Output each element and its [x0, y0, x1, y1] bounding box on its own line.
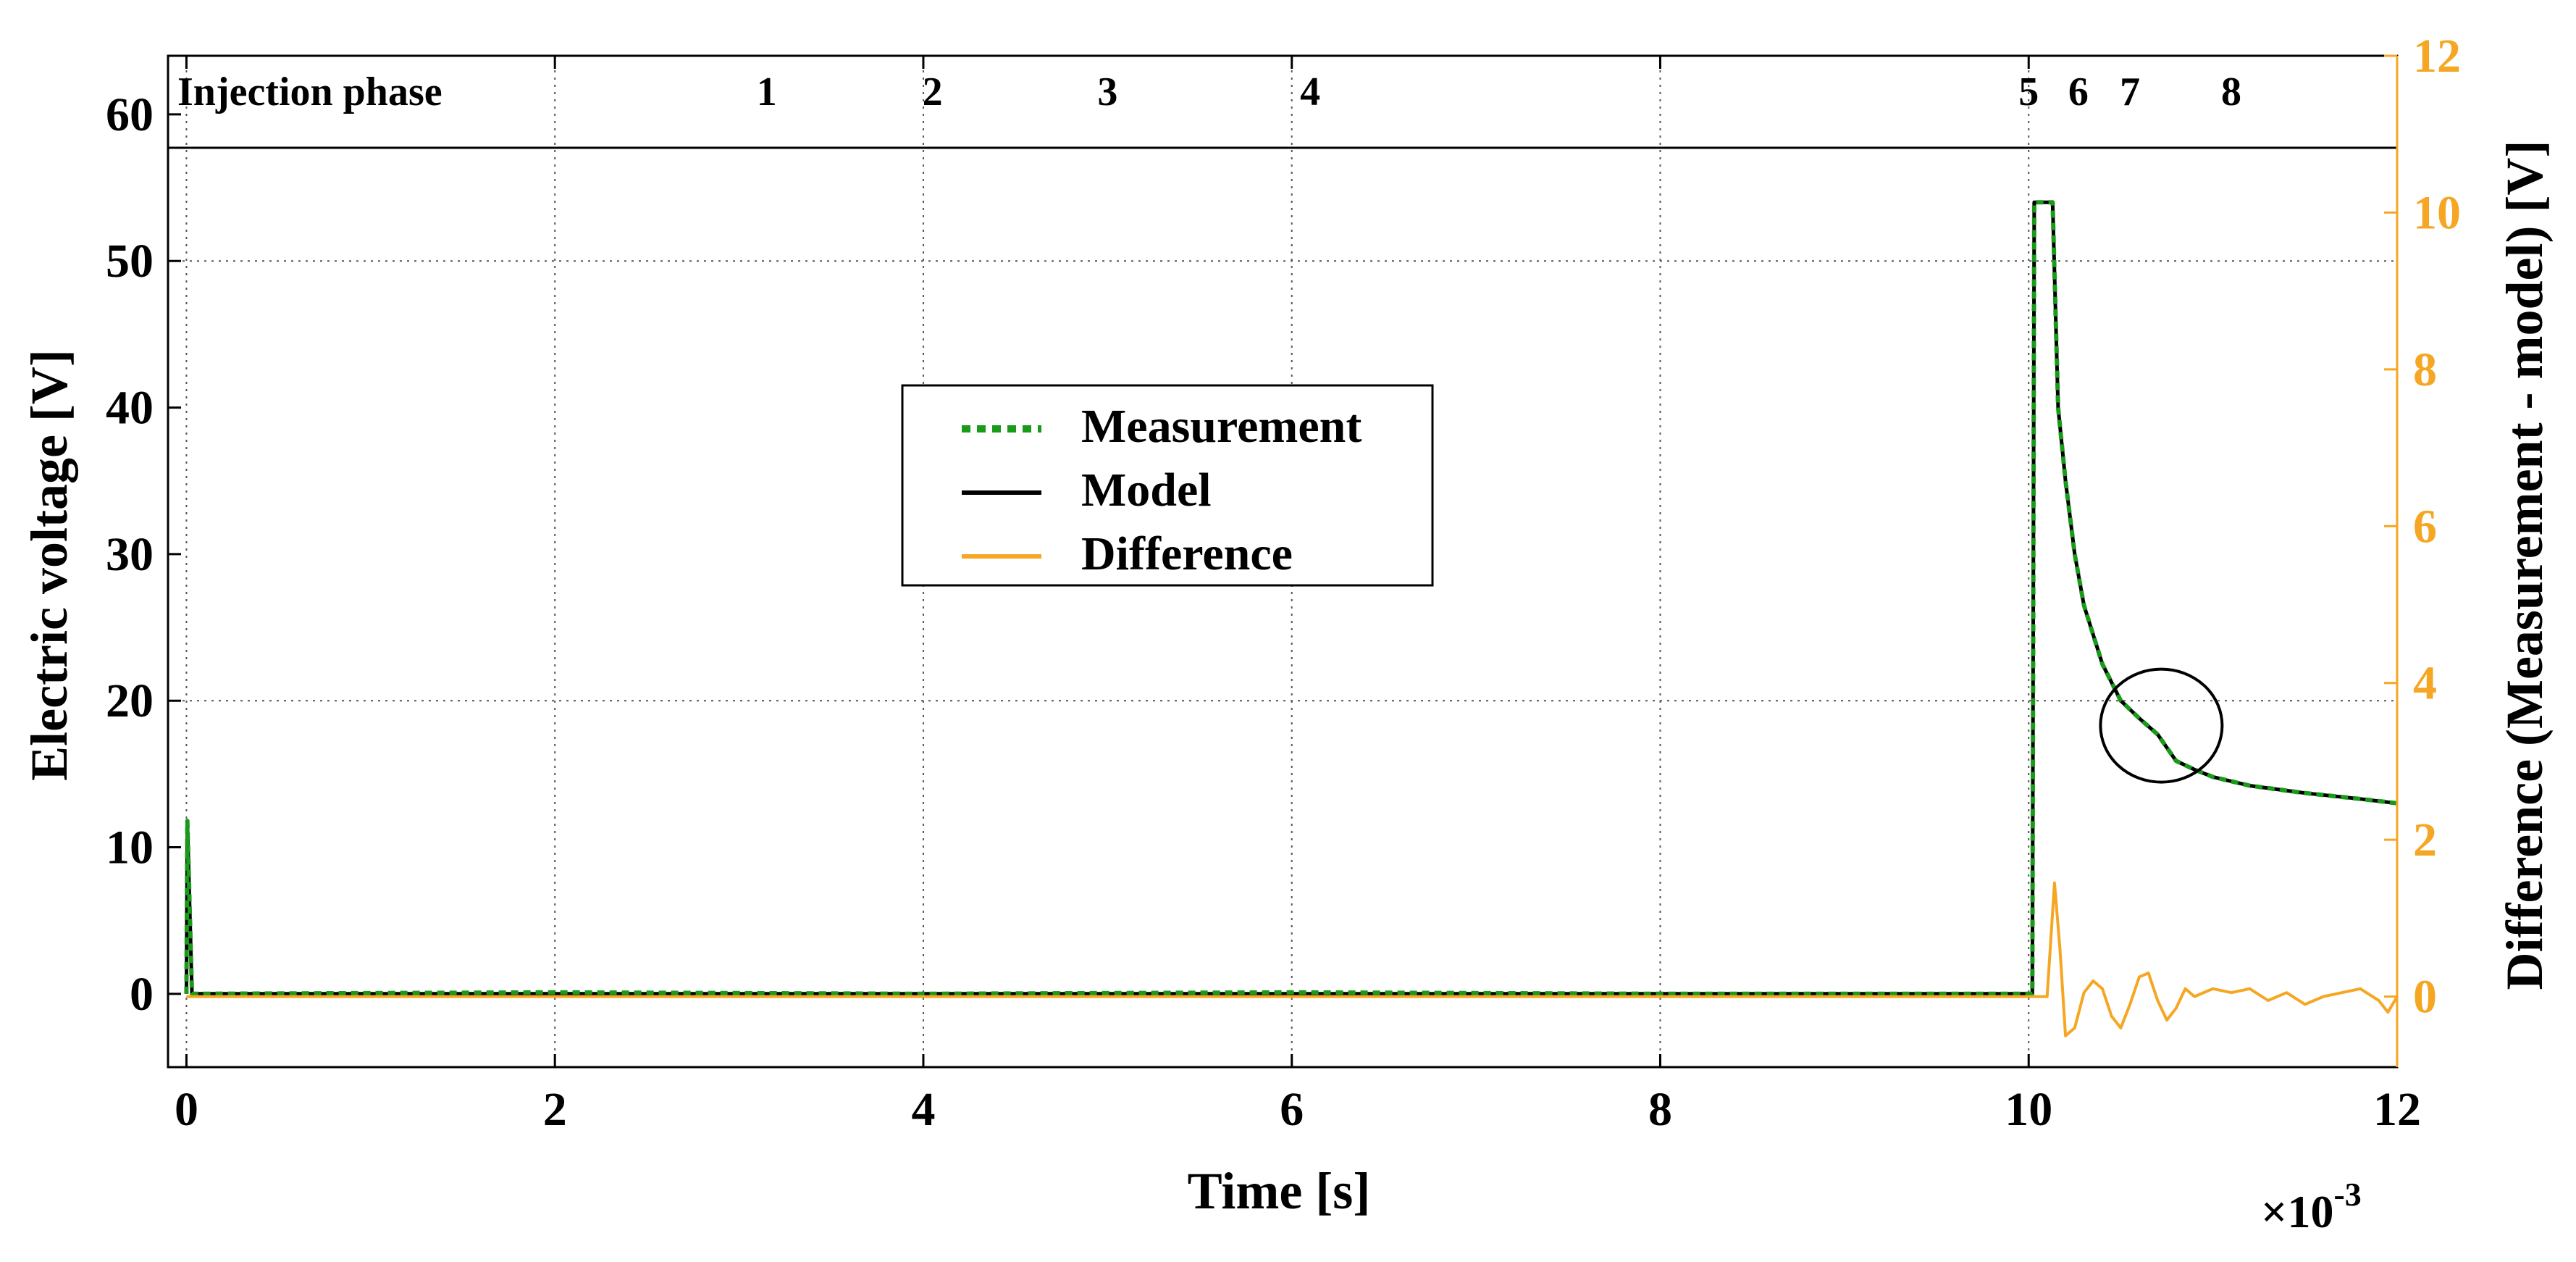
x-axis-multiplier-base: ×10	[2261, 1186, 2333, 1237]
legend-label-model: Model	[1081, 464, 1212, 517]
y-left-tick-label: 60	[106, 88, 154, 141]
grid-layer	[168, 56, 2397, 1067]
y-left-tick-label: 10	[106, 822, 154, 874]
phase-marker-7: 7	[2120, 70, 2140, 114]
x-tick-label: 8	[1648, 1083, 1672, 1136]
legend-label-measurement: Measurement	[1081, 400, 1362, 453]
y-right-tick-label: 12	[2413, 30, 2461, 83]
y-right-tick-label: 2	[2413, 814, 2437, 866]
x-tick-label: 2	[543, 1083, 567, 1136]
x-tick-label: 4	[911, 1083, 935, 1136]
y-left-tick-label: 30	[106, 528, 154, 581]
y-right-tick-label: 10	[2413, 186, 2461, 239]
legend: Measurement Model Difference	[901, 384, 1434, 587]
y-right-tick-label: 4	[2413, 657, 2437, 710]
x-axis-multiplier: ×10-3	[2261, 1176, 2362, 1237]
y-left-tick-label: 40	[106, 382, 154, 435]
x-tick-label: 10	[2005, 1083, 2052, 1136]
legend-box	[901, 384, 1434, 587]
y-left-tick-label: 0	[130, 968, 154, 1021]
x-tick-label: 0	[175, 1083, 198, 1136]
phase-marker-2: 2	[923, 70, 943, 114]
phase-marker-8: 8	[2221, 70, 2241, 114]
x-tick-label: 6	[1280, 1083, 1304, 1136]
phase-marker-6: 6	[2068, 70, 2089, 114]
x-tick-label: 12	[2373, 1083, 2421, 1136]
y-left-tick-label: 20	[106, 674, 154, 727]
y-left-tick-label: 50	[106, 235, 154, 288]
x-axis-title: Time [s]	[1188, 1162, 1371, 1220]
legend-label-difference: Difference	[1081, 527, 1293, 580]
y-axis-title-left: Electric voltage [V]	[20, 349, 78, 781]
phase-marker-4: 4	[1300, 70, 1320, 114]
y-right-tick-label: 0	[2413, 971, 2437, 1024]
y-right-tick-label: 8	[2413, 343, 2437, 396]
annotation-circle	[2099, 667, 2224, 784]
series-line-measurement	[184, 200, 2398, 996]
y-axis-title-right: Difference (Measurement - model) [V]	[2496, 141, 2554, 990]
phase-marker-5: 5	[2018, 70, 2039, 114]
x-axis-multiplier-exp: -3	[2333, 1176, 2361, 1213]
phase-marker-1: 1	[757, 70, 777, 114]
phase-band-label: Injection phase	[177, 70, 442, 114]
series-layer	[184, 200, 2399, 1037]
phase-marker-3: 3	[1097, 70, 1117, 114]
series-line-difference	[186, 881, 2399, 1037]
y-right-tick-label: 6	[2413, 500, 2437, 553]
